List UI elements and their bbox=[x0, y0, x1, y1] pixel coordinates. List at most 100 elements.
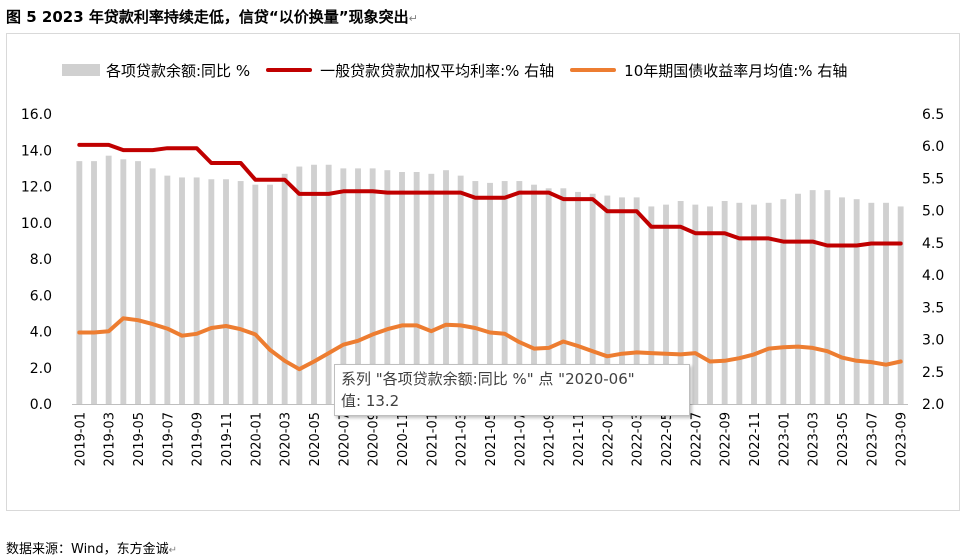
y-left-tick-label: 0.0 bbox=[30, 397, 52, 413]
source-text: 数据来源：Wind，东方金诚 bbox=[6, 542, 169, 557]
x-tick-label: 2021-11 bbox=[572, 412, 587, 466]
bar bbox=[193, 177, 200, 404]
x-tick-label: 2020-09 bbox=[367, 412, 382, 466]
y-right-tick-label: 3.0 bbox=[922, 333, 944, 349]
bar bbox=[780, 199, 787, 404]
x-tick-label: 2019-05 bbox=[132, 412, 147, 466]
chart-area[interactable] bbox=[6, 33, 960, 511]
x-tick-label: 2023-01 bbox=[777, 412, 792, 466]
x-tick-label: 2019-01 bbox=[73, 412, 88, 466]
y-right-tick-label: 3.5 bbox=[922, 300, 944, 316]
paragraph-mark-icon: ↵ bbox=[408, 12, 418, 25]
tooltip-series-line: 系列 "各项贷款余额:同比 %" 点 "2020-06" bbox=[341, 370, 635, 388]
bar bbox=[355, 168, 361, 405]
bar bbox=[472, 181, 479, 404]
bar bbox=[883, 202, 889, 404]
bar bbox=[149, 168, 156, 405]
bar bbox=[516, 181, 523, 404]
bar bbox=[135, 161, 141, 405]
figure-source: 数据来源：Wind，东方金诚↵ bbox=[6, 538, 177, 557]
x-tick-label: 2021-01 bbox=[425, 412, 440, 466]
x-tick-label: 2020-01 bbox=[249, 412, 264, 466]
bar bbox=[736, 202, 743, 404]
bar bbox=[164, 175, 171, 405]
legend-swatch-bar-icon bbox=[62, 64, 100, 76]
x-tick-label: 2021-07 bbox=[513, 412, 528, 466]
bar bbox=[707, 206, 713, 404]
bar bbox=[91, 161, 97, 405]
x-tick-label: 2022-05 bbox=[660, 412, 675, 466]
bond-yield-line bbox=[77, 316, 903, 372]
y-left-tick-label: 14.0 bbox=[21, 143, 52, 159]
x-tick-label: 2021-09 bbox=[543, 412, 558, 466]
bar bbox=[237, 181, 244, 404]
x-tick-label: 2022-01 bbox=[601, 412, 616, 466]
x-tick-label: 2020-11 bbox=[396, 412, 411, 466]
bar bbox=[531, 184, 537, 404]
bar bbox=[457, 175, 464, 405]
y-left-tick-label: 12.0 bbox=[21, 180, 52, 196]
bar bbox=[252, 184, 259, 404]
x-tick-label: 2020-07 bbox=[337, 412, 352, 466]
bar bbox=[487, 182, 493, 405]
bar bbox=[765, 202, 772, 404]
bar bbox=[604, 195, 611, 404]
y-left-tick-label: 2.0 bbox=[30, 361, 52, 377]
figure-title: 图 5 2023 年贷款利率持续走低，信贷“以价换量”现象突出↵ bbox=[6, 6, 418, 27]
y-right-tick-label: 2.5 bbox=[922, 365, 944, 381]
bar bbox=[369, 168, 376, 405]
x-tick-label: 2019-07 bbox=[161, 412, 176, 466]
bar bbox=[223, 179, 229, 404]
bar bbox=[868, 202, 875, 404]
bar bbox=[839, 197, 845, 405]
paragraph-mark-icon: ↵ bbox=[168, 545, 178, 556]
legend-swatch-line-icon bbox=[570, 68, 617, 72]
bar bbox=[721, 201, 728, 404]
bar bbox=[399, 172, 405, 404]
bar bbox=[809, 190, 816, 405]
x-tick-label: 2022-07 bbox=[689, 412, 704, 466]
y-right-tick-label: 4.5 bbox=[922, 236, 944, 252]
y-left-tick-label: 4.0 bbox=[30, 325, 52, 341]
x-tick-label: 2019-09 bbox=[191, 412, 206, 466]
x-tick-label: 2020-03 bbox=[279, 412, 294, 466]
bar bbox=[443, 170, 449, 404]
y-left-tick-label: 10.0 bbox=[21, 216, 52, 232]
x-tick-label: 2023-05 bbox=[836, 412, 851, 466]
bar bbox=[105, 155, 112, 404]
legend-item-loan-rate[interactable]: 一般贷款贷款加权平均利率:% 右轴 bbox=[266, 60, 554, 81]
bar bbox=[751, 204, 757, 405]
y-right-tick-label: 6.0 bbox=[922, 139, 944, 155]
y-left-tick-label: 16.0 bbox=[21, 107, 52, 123]
x-tick-label: 2023-09 bbox=[895, 412, 910, 466]
x-tick-label: 2022-03 bbox=[631, 412, 646, 466]
x-tick-label: 2021-05 bbox=[484, 412, 499, 466]
x-tick-label: 2023-07 bbox=[865, 412, 880, 466]
bar bbox=[428, 173, 435, 404]
x-tick-label: 2019-11 bbox=[220, 412, 235, 466]
x-tick-label: 2022-09 bbox=[719, 412, 734, 466]
legend-label-loan-rate: 一般贷款贷款加权平均利率:% 右轴 bbox=[320, 61, 555, 80]
legend-label-bond-yield: 10年期国债收益率月均值:% 右轴 bbox=[624, 61, 848, 80]
data-tooltip: 系列 "各项贷款余额:同比 %" 点 "2020-06" 值: 13.2 bbox=[334, 364, 690, 416]
chart-legend[interactable]: 各项贷款余额:同比 % 一般贷款贷款加权平均利率:% 右轴 10年期国债收益率月… bbox=[62, 58, 863, 82]
loan-rate-line bbox=[77, 142, 903, 248]
y-right-tick-label: 2.0 bbox=[922, 397, 944, 413]
x-tick-label: 2022-11 bbox=[748, 412, 763, 466]
x-tick-label: 2021-03 bbox=[455, 412, 470, 466]
bar bbox=[413, 172, 420, 404]
bar bbox=[325, 164, 332, 404]
figure-title-text: 图 5 2023 年贷款利率持续走低，信贷“以价换量”现象突出 bbox=[6, 8, 409, 26]
bar bbox=[281, 173, 288, 404]
y-right-tick-label: 5.0 bbox=[922, 204, 944, 220]
legend-item-bond-yield[interactable]: 10年期国债收益率月均值:% 右轴 bbox=[570, 60, 847, 81]
bar bbox=[296, 166, 303, 404]
legend-item-loan-growth[interactable]: 各项贷款余额:同比 % bbox=[62, 60, 250, 81]
bar bbox=[648, 206, 655, 404]
x-tick-label: 2020-05 bbox=[308, 412, 323, 466]
y-left-tick-label: 8.0 bbox=[30, 252, 52, 268]
x-tick-label: 2023-03 bbox=[807, 412, 822, 466]
bar bbox=[545, 188, 552, 404]
bar bbox=[795, 193, 801, 404]
